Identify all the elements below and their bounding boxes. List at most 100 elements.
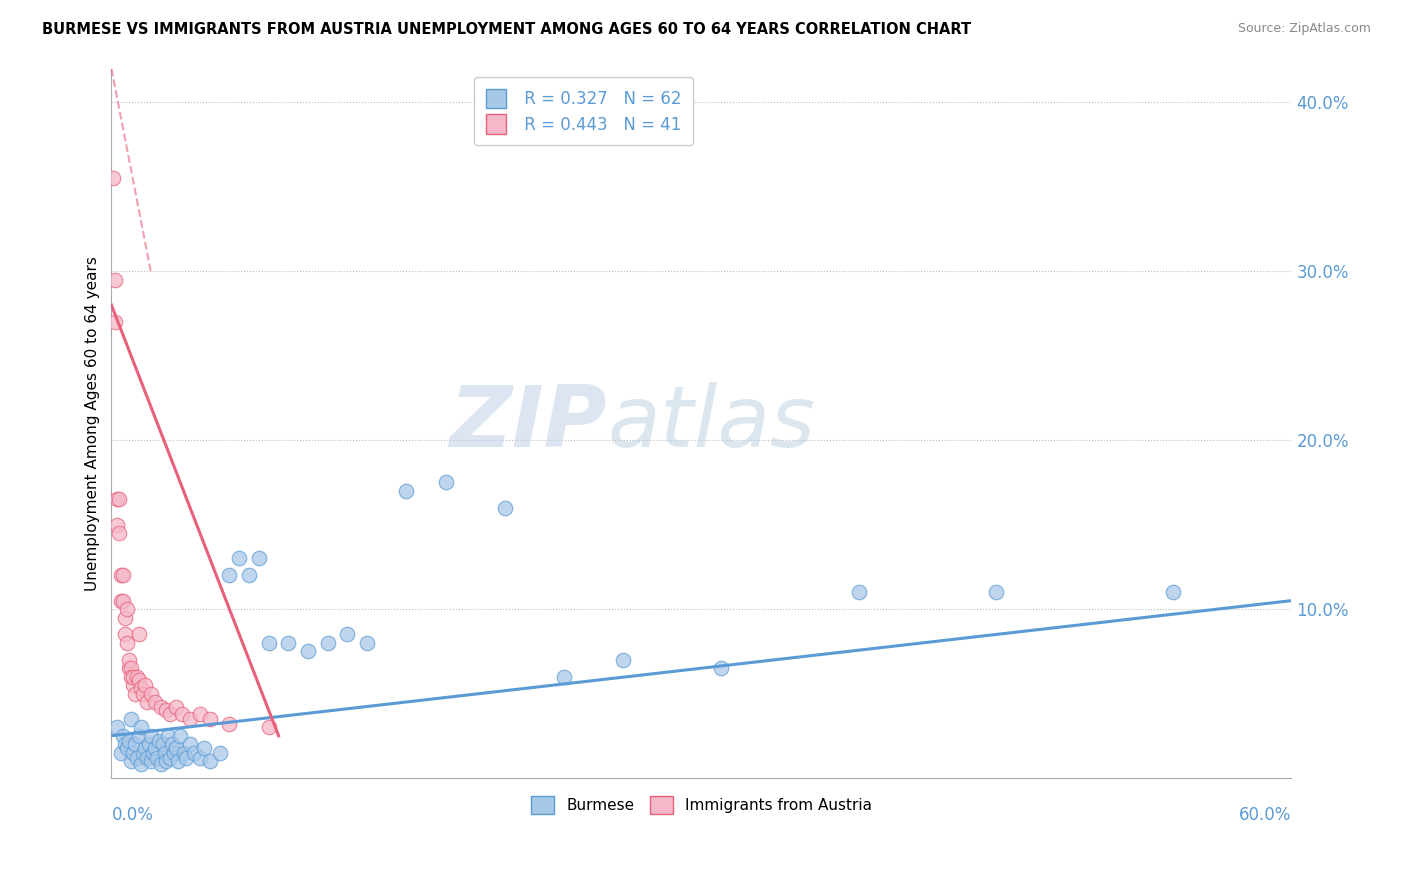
Point <box>162 737 184 751</box>
Point <box>124 687 146 701</box>
Point <box>115 636 138 650</box>
Text: atlas: atlas <box>607 382 815 465</box>
Point <box>114 610 136 624</box>
Point <box>143 740 166 755</box>
Point <box>132 746 155 760</box>
Point <box>169 729 191 743</box>
Point <box>115 602 138 616</box>
Point <box>112 568 135 582</box>
Point <box>1163 585 1185 599</box>
Point <box>129 720 152 734</box>
Point <box>228 551 250 566</box>
Point <box>172 706 194 721</box>
Point <box>238 568 260 582</box>
Point <box>157 729 180 743</box>
Point <box>135 750 157 764</box>
Point <box>128 729 150 743</box>
Point <box>165 740 187 755</box>
Point <box>188 706 211 721</box>
Point <box>114 627 136 641</box>
Point <box>110 746 132 760</box>
Point <box>122 678 145 692</box>
Text: BURMESE VS IMMIGRANTS FROM AUSTRIA UNEMPLOYMENT AMONG AGES 60 TO 64 YEARS CORREL: BURMESE VS IMMIGRANTS FROM AUSTRIA UNEMP… <box>42 22 972 37</box>
Point <box>108 492 131 507</box>
Point <box>257 636 280 650</box>
Point <box>198 754 221 768</box>
Point <box>124 737 146 751</box>
Point <box>183 746 205 760</box>
Point <box>104 315 127 329</box>
Point <box>153 746 176 760</box>
Point <box>149 700 172 714</box>
Point <box>105 517 128 532</box>
Point <box>108 526 131 541</box>
Point <box>125 750 148 764</box>
Point <box>152 737 174 751</box>
Point <box>198 712 221 726</box>
Point <box>129 757 152 772</box>
Point <box>179 737 201 751</box>
Point <box>128 627 150 641</box>
Point <box>986 585 1008 599</box>
Point <box>105 720 128 734</box>
Point <box>173 746 195 760</box>
Point <box>143 695 166 709</box>
Point <box>159 750 181 764</box>
Point <box>118 661 141 675</box>
Point <box>142 746 165 760</box>
Point <box>120 670 142 684</box>
Point <box>163 746 186 760</box>
Point <box>105 492 128 507</box>
Point <box>104 273 127 287</box>
Point <box>110 593 132 607</box>
Point <box>155 703 177 717</box>
Point <box>188 750 211 764</box>
Point <box>208 746 231 760</box>
Point <box>356 636 378 650</box>
Point <box>165 700 187 714</box>
Point <box>138 737 160 751</box>
Point <box>316 636 339 650</box>
Point <box>148 734 170 748</box>
Point <box>494 500 516 515</box>
Point <box>257 720 280 734</box>
Point <box>134 678 156 692</box>
Point <box>125 670 148 684</box>
Point <box>103 171 125 186</box>
Point <box>174 750 197 764</box>
Point <box>118 653 141 667</box>
Point <box>848 585 870 599</box>
Point <box>167 754 190 768</box>
Point <box>145 750 167 764</box>
Point <box>114 737 136 751</box>
Point <box>612 653 634 667</box>
Point <box>277 636 299 650</box>
Point <box>710 661 733 675</box>
Point <box>135 695 157 709</box>
Point <box>336 627 359 641</box>
Point <box>218 568 240 582</box>
Point <box>434 475 457 490</box>
Point <box>159 706 181 721</box>
Point <box>149 757 172 772</box>
Point <box>139 754 162 768</box>
Text: 60.0%: 60.0% <box>1239 806 1292 824</box>
Point <box>179 712 201 726</box>
Point <box>112 593 135 607</box>
Point <box>118 734 141 748</box>
Point <box>139 729 162 743</box>
Point <box>132 687 155 701</box>
Point <box>297 644 319 658</box>
Point <box>129 681 152 696</box>
Point <box>155 754 177 768</box>
Point <box>128 673 150 687</box>
Point <box>218 717 240 731</box>
Point <box>112 729 135 743</box>
Point <box>120 712 142 726</box>
Point <box>134 740 156 755</box>
Text: Source: ZipAtlas.com: Source: ZipAtlas.com <box>1237 22 1371 36</box>
Point <box>120 661 142 675</box>
Legend: Burmese, Immigrants from Austria: Burmese, Immigrants from Austria <box>524 790 877 820</box>
Point <box>122 746 145 760</box>
Text: 0.0%: 0.0% <box>111 806 153 824</box>
